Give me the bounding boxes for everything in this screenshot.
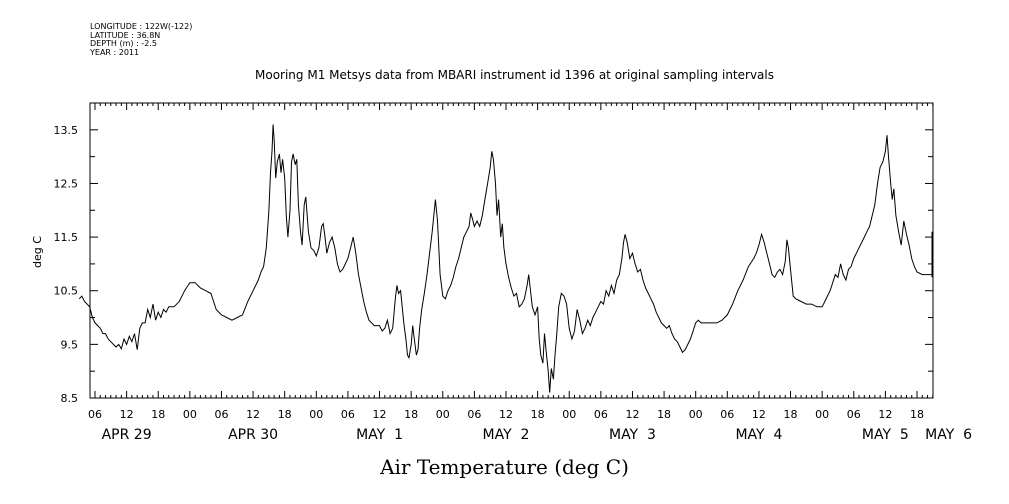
x-date-label: MAY 6 <box>925 427 972 443</box>
x-tick-label: 06 <box>594 408 608 421</box>
x-date-label: APR 30 <box>228 427 278 443</box>
x-tick-label: 12 <box>120 408 134 421</box>
x-tick-label: 18 <box>910 408 924 421</box>
y-axis-label: deg C <box>31 236 44 268</box>
x-tick-label: 06 <box>847 408 861 421</box>
x-tick-label: 00 <box>436 408 450 421</box>
chart-title: Mooring M1 Metsys data from MBARI instru… <box>255 68 774 82</box>
x-tick-label: 06 <box>214 408 228 421</box>
y-tick-label: 11.5 <box>54 231 79 244</box>
series-line <box>78 124 933 393</box>
plot-frame <box>89 102 934 399</box>
x-tick-label: 12 <box>878 408 892 421</box>
x-tick-label: 18 <box>151 408 165 421</box>
metadata-block: LONGITUDE : 122W(-122) LATITUDE : 36.8N … <box>90 22 193 57</box>
y-tick-label: 8.5 <box>61 392 79 405</box>
x-tick-label: 18 <box>404 408 418 421</box>
meta-year: YEAR : 2011 <box>90 47 140 57</box>
x-tick-label: 00 <box>309 408 323 421</box>
meta-depth: DEPTH (m) : -2.5 <box>90 39 157 49</box>
x-tick-label: 12 <box>625 408 639 421</box>
x-date-label: MAY 2 <box>483 427 530 443</box>
x-tick-label: 18 <box>531 408 545 421</box>
x-date-label: MAY 4 <box>735 427 782 443</box>
x-tick-label: 00 <box>562 408 576 421</box>
x-date-label: MAY 1 <box>356 427 403 443</box>
y-tick-label: 10.5 <box>54 285 79 298</box>
x-tick-label: 12 <box>499 408 513 421</box>
x-tick-label: 06 <box>88 408 102 421</box>
x-tick-label: 00 <box>183 408 197 421</box>
x-tick-label: 06 <box>467 408 481 421</box>
x-tick-label: 18 <box>784 408 798 421</box>
x-date-label: MAY 3 <box>609 427 656 443</box>
x-tick-label: 12 <box>752 408 766 421</box>
x-tick-label: 00 <box>689 408 703 421</box>
meta-latitude: LATITUDE : 36.8N <box>90 30 161 40</box>
x-tick-label: 06 <box>341 408 355 421</box>
x-tick-label: 12 <box>373 408 387 421</box>
x-axis-label: Air Temperature (deg C) <box>380 455 629 479</box>
x-tick-label: 00 <box>815 408 829 421</box>
x-date-label: MAY 5 <box>862 427 909 443</box>
x-tick-label: 12 <box>246 408 260 421</box>
y-tick-label: 13.5 <box>54 124 79 137</box>
x-tick-label: 18 <box>278 408 292 421</box>
x-date-label: APR 29 <box>102 427 152 443</box>
x-tick-label: 18 <box>657 408 671 421</box>
y-tick-label: 12.5 <box>54 177 79 190</box>
y-tick-label: 9.5 <box>61 338 79 351</box>
x-tick-label: 06 <box>720 408 734 421</box>
meta-longitude: LONGITUDE : 122W(-122) <box>90 22 193 31</box>
